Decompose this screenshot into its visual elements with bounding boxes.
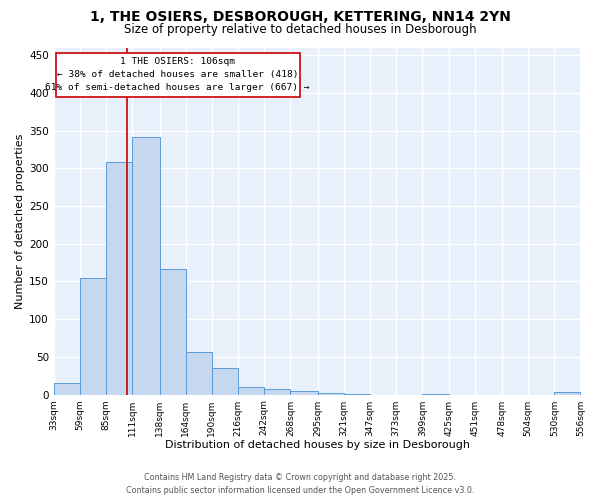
Bar <box>133 136 160 394</box>
Bar <box>264 388 290 394</box>
Bar <box>290 391 317 394</box>
Bar <box>186 352 212 395</box>
FancyBboxPatch shape <box>56 53 299 96</box>
Bar <box>238 387 264 394</box>
Bar <box>54 384 80 394</box>
Text: 1 THE OSIERS: 106sqm
← 38% of detached houses are smaller (418)
61% of semi-deta: 1 THE OSIERS: 106sqm ← 38% of detached h… <box>46 57 310 92</box>
Bar <box>80 278 106 394</box>
X-axis label: Distribution of detached houses by size in Desborough: Distribution of detached houses by size … <box>164 440 470 450</box>
Bar <box>160 268 186 394</box>
Bar <box>554 392 580 394</box>
Text: Contains HM Land Registry data © Crown copyright and database right 2025.
Contai: Contains HM Land Registry data © Crown c… <box>126 474 474 495</box>
Bar <box>317 393 344 394</box>
Bar <box>106 162 133 394</box>
Text: Size of property relative to detached houses in Desborough: Size of property relative to detached ho… <box>124 22 476 36</box>
Y-axis label: Number of detached properties: Number of detached properties <box>15 134 25 308</box>
Bar <box>212 368 238 394</box>
Text: 1, THE OSIERS, DESBOROUGH, KETTERING, NN14 2YN: 1, THE OSIERS, DESBOROUGH, KETTERING, NN… <box>89 10 511 24</box>
